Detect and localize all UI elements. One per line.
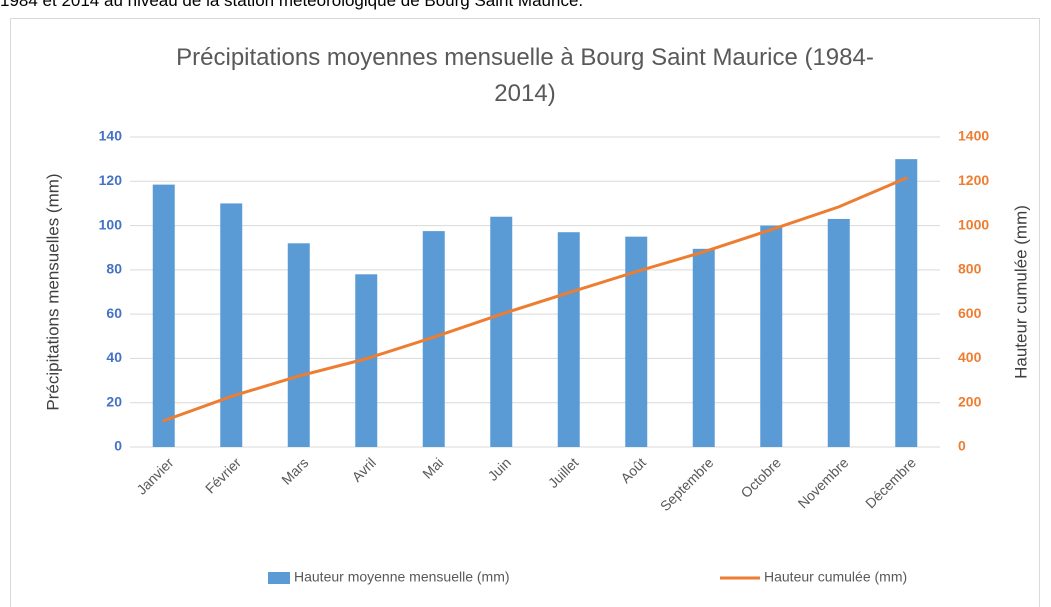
x-tick-label: Décembre [862, 454, 919, 511]
x-tick-label: Janvier [133, 454, 176, 497]
y2-axis-title: Hauteur cumulée (mm) [1011, 205, 1030, 379]
y2-tick-label: 400 [958, 349, 982, 365]
y2-tick-label: 1200 [958, 172, 989, 188]
bar [625, 236, 648, 447]
caption: 1984 et 2014 au niveau de la station mét… [0, 0, 584, 10]
y2-tick-label: 1000 [958, 216, 989, 232]
y-tick-label: 60 [106, 305, 122, 321]
y2-tick-label: 0 [958, 438, 966, 454]
y-axis-title: Précipitations mensuelles (mm) [43, 173, 62, 410]
bar [895, 159, 918, 447]
x-tick-label: Février [202, 454, 244, 496]
x-tick-label: Mai [419, 454, 446, 481]
x-tick-label: Septembre [657, 454, 717, 514]
x-tick-label: Juin [485, 454, 514, 483]
y2-tick-label: 1400 [958, 128, 989, 144]
bar [152, 184, 175, 447]
bar [760, 225, 783, 447]
x-tick-label: Juillet [545, 454, 582, 491]
y-tick-label: 40 [106, 349, 122, 365]
y-tick-label: 20 [106, 393, 122, 409]
bar [220, 203, 243, 447]
bar [557, 232, 580, 447]
y2-tick-label: 800 [958, 261, 982, 277]
x-tick-label: Mars [278, 454, 311, 487]
y-tick-label: 140 [99, 128, 123, 144]
legend-swatch [268, 572, 290, 584]
y-tick-label: 120 [99, 172, 123, 188]
y2-tick-label: 200 [958, 393, 982, 409]
legend-label: Hauteur moyenne mensuelle (mm) [294, 569, 510, 585]
legend-label: Hauteur cumulée (mm) [764, 569, 907, 585]
bar [287, 243, 310, 447]
x-tick-label: Octobre [737, 454, 784, 501]
x-tick-label: Août [617, 454, 649, 486]
bar [355, 274, 378, 447]
x-tick-label: Novembre [795, 454, 852, 511]
chart-border [10, 18, 1040, 607]
line [162, 176, 908, 423]
bar [422, 231, 445, 447]
y-tick-label: 100 [99, 216, 123, 232]
bar [827, 218, 850, 447]
y2-tick-label: 600 [958, 305, 982, 321]
chart-title: Précipitations moyennes mensuelle à Bour… [176, 44, 874, 107]
x-tick-label: Avril [349, 454, 379, 484]
bar [692, 248, 715, 447]
y-tick-label: 0 [114, 438, 122, 454]
y-tick-label: 80 [106, 261, 122, 277]
bar [490, 216, 513, 447]
